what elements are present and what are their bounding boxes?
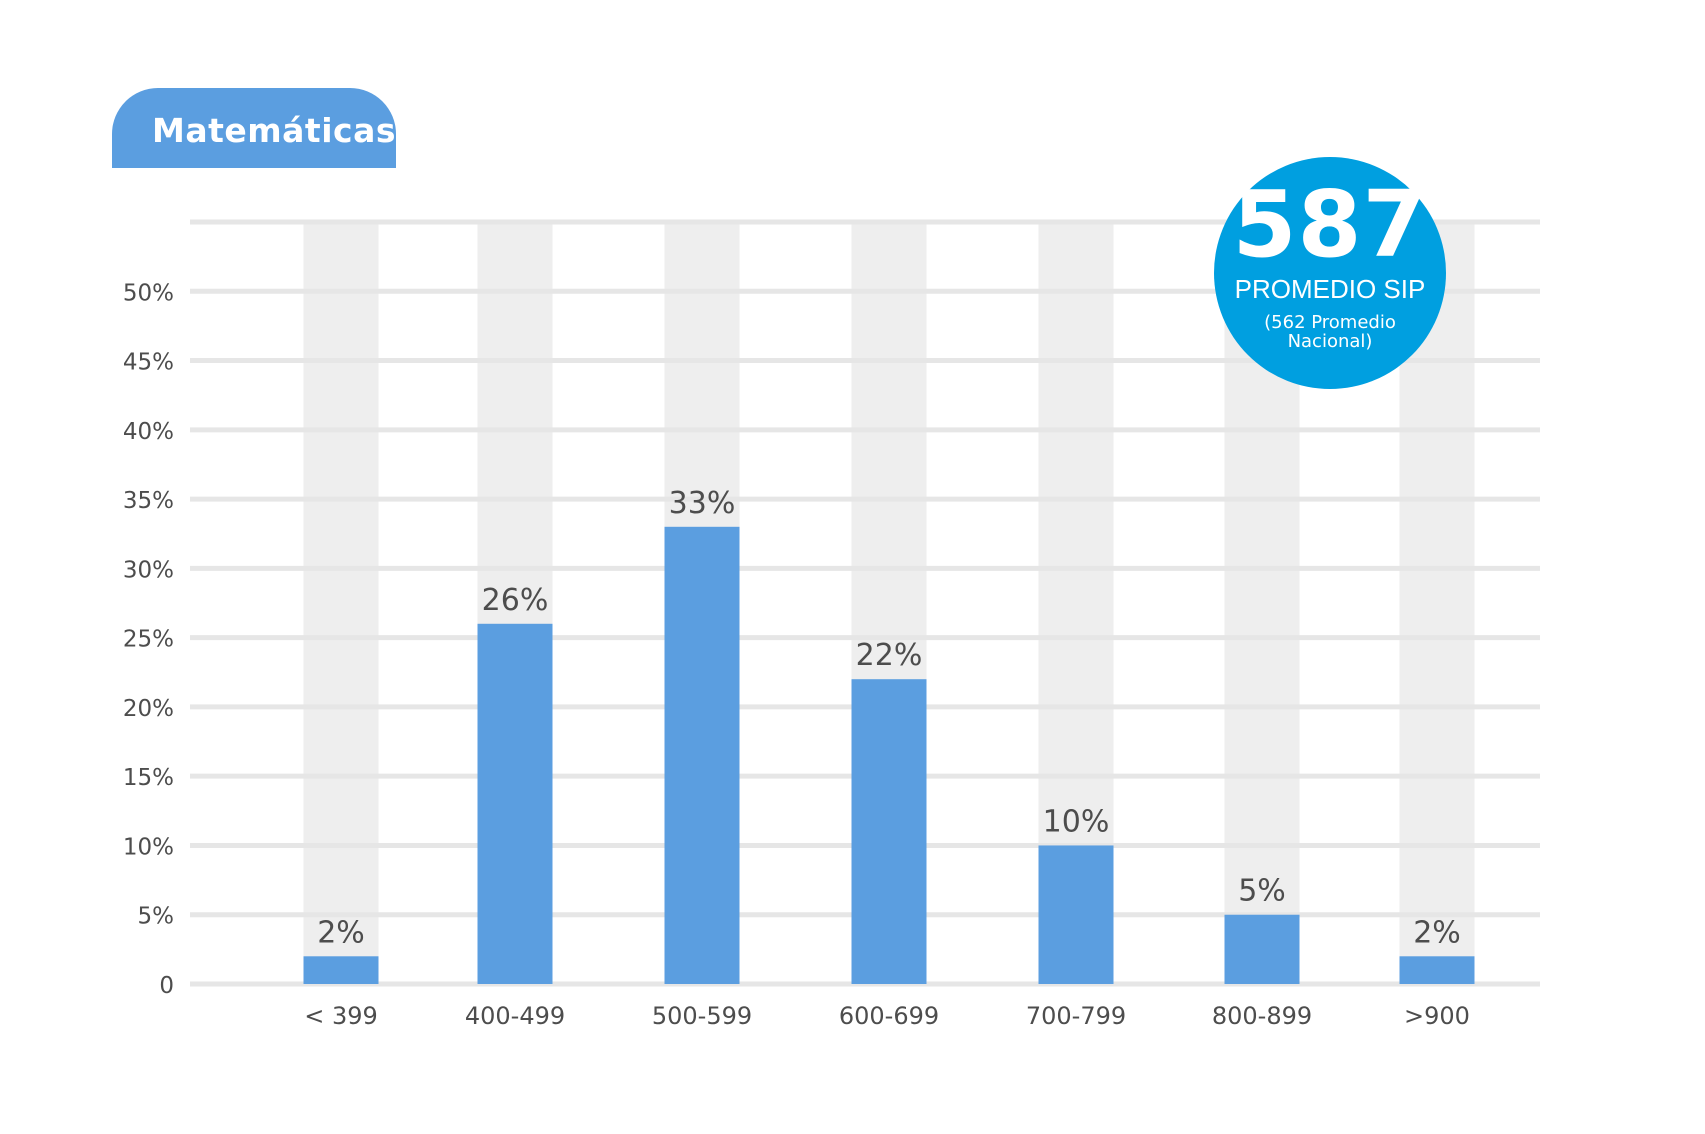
bar-value-label: 10% — [1043, 804, 1110, 839]
x-category-label: >900 — [1404, 1002, 1470, 1030]
y-tick-label: 0 — [159, 973, 174, 999]
average-score-badge: 587 PROMEDIO SIP (562 Promedio Nacional) — [1214, 157, 1446, 389]
y-tick-label: 35% — [123, 488, 174, 514]
average-score-label: PROMEDIO SIP — [1234, 274, 1426, 304]
x-category-label: 700-799 — [1026, 1002, 1126, 1030]
y-tick-label: 30% — [123, 557, 174, 583]
bar-value-label: 22% — [856, 638, 923, 673]
bar-value-label: 2% — [1413, 915, 1461, 950]
bar-value-label: 2% — [317, 915, 365, 950]
y-tick-label: 15% — [123, 765, 174, 791]
average-score-value: 587 — [1232, 171, 1428, 278]
bar-value-label: 5% — [1238, 874, 1286, 909]
y-tick-label: 50% — [123, 280, 174, 306]
y-tick-label: 25% — [123, 627, 174, 653]
bar — [664, 526, 740, 984]
x-category-label: 600-699 — [839, 1002, 939, 1030]
chart-title-tab: Matemáticas — [112, 88, 396, 168]
bar — [477, 623, 553, 984]
y-tick-label: 40% — [123, 419, 174, 445]
y-tick-label: 10% — [123, 834, 174, 860]
x-category-label: 800-899 — [1212, 1002, 1312, 1030]
chart-title: Matemáticas — [152, 110, 396, 150]
y-tick-label: 5% — [138, 904, 175, 930]
national-average-note: (562 Promedio Nacional) — [1264, 312, 1396, 352]
bar-value-label: 26% — [482, 583, 549, 618]
x-category-label: < 399 — [304, 1002, 378, 1030]
bar — [303, 956, 379, 984]
y-tick-label: 20% — [123, 696, 174, 722]
bar-track — [303, 222, 379, 984]
bar — [1224, 914, 1300, 984]
x-category-label: 500-599 — [652, 1002, 752, 1030]
x-category-label: 400-499 — [465, 1002, 565, 1030]
bar — [1038, 845, 1114, 984]
y-tick-label: 45% — [123, 350, 174, 376]
bar-value-label: 33% — [669, 486, 736, 521]
bar — [1399, 956, 1475, 984]
bar — [851, 679, 927, 984]
